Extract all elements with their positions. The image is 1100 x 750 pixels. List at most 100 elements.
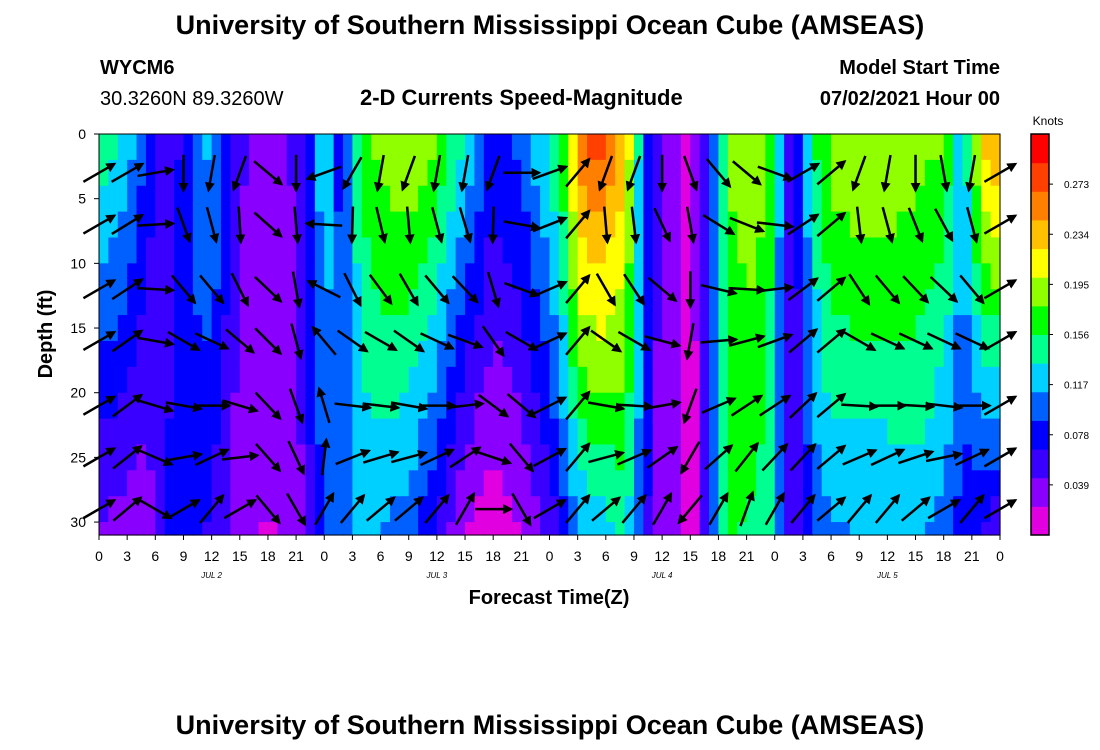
heatmap-cell [530,366,541,394]
heatmap-cell [690,522,701,536]
heatmap-cell [709,522,720,536]
heatmap-cell [568,237,579,264]
current-vector [615,401,654,412]
heatmap-cell [474,237,485,264]
heatmap-cell [155,289,166,316]
heatmap-cell [183,237,194,264]
heatmap-cell [662,211,673,239]
heatmap-cell [840,340,851,368]
heatmap-cell [596,522,607,536]
heatmap-cell [164,418,175,446]
model-start-label: Model Start Time [839,57,1000,79]
heatmap-cell [127,340,138,368]
heatmap-cell [502,340,513,368]
heatmap-cell [211,263,222,290]
heatmap-cell [296,263,307,290]
heatmap-cell [784,366,795,394]
heatmap-cell [502,366,513,394]
current-vector [702,214,736,236]
heatmap-cell [868,134,879,161]
heatmap-cell [352,418,363,446]
heatmap-cell [981,315,992,342]
heatmap-cell [324,392,335,420]
x-tick-label: 6 [602,548,610,564]
heatmap-cell [371,159,382,187]
heatmap-cell [906,237,917,264]
current-vector [764,491,785,526]
heatmap-cell [493,444,504,471]
heatmap-cell [727,444,738,471]
heatmap-cell [727,134,738,161]
heatmap-cell [755,134,766,161]
heatmap-cell [136,134,147,161]
heatmap-cell [774,289,785,316]
heatmap-cell [183,340,194,368]
heatmap-cell [521,444,532,471]
current-vector [846,493,873,524]
heatmap-cell [774,496,785,523]
heatmap-cell [483,392,494,420]
heatmap-cell [145,496,156,523]
current-vector [588,449,626,464]
heatmap-cell [643,418,654,446]
heatmap-cell [249,444,260,471]
heatmap-cell [633,496,644,523]
heatmap-cell [624,470,635,497]
x-tick-label: 15 [908,548,924,564]
heatmap-cell [859,366,870,394]
heatmap-cell [436,522,447,536]
heatmap-cell [737,392,748,420]
heatmap-cell [305,185,316,213]
heatmap-cell [971,496,982,523]
heatmap-cell [296,211,307,239]
colorbar-swatch [1031,449,1049,479]
heatmap-cell [718,470,729,497]
heatmap-cell [633,340,644,368]
heatmap-cell [380,211,391,239]
colorbar-swatch [1031,162,1049,192]
heatmap-cell [784,185,795,213]
heatmap-cell [718,134,729,161]
heatmap-cell [615,185,626,213]
heatmap-cell [530,470,541,497]
colorbar-tick-label: 0.195 [1064,280,1089,291]
heatmap-cell [662,496,673,523]
heatmap-cell [352,496,363,523]
heatmap-cell [859,418,870,446]
heatmap-cell [633,366,644,394]
heatmap-cell [352,211,363,239]
heatmap-cell [680,418,691,446]
heatmap-cell [258,444,269,471]
heatmap-cell [277,340,288,368]
heatmap-cell [389,470,400,497]
heatmap-cell [389,444,400,471]
heatmap-cell [877,496,888,523]
heatmap-cell [108,444,119,471]
heatmap-cell [812,315,823,342]
heatmap-cell [530,496,541,523]
heatmap-cell [859,340,870,368]
heatmap-cell [924,366,935,394]
heatmap-cell [155,496,166,523]
heatmap-cell [446,315,457,342]
heatmap-cell [127,315,138,342]
heatmap-cell [915,470,926,497]
heatmap-cell [746,263,757,290]
heatmap-cell [164,263,175,290]
heatmap-cell [521,185,532,213]
heatmap-cell [868,444,879,471]
heatmap-cell [924,211,935,239]
current-vector [165,450,204,462]
heatmap-cell [737,522,748,536]
heatmap-cell [324,289,335,316]
heatmap-cell [671,263,682,290]
heatmap-cell [662,418,673,446]
heatmap-cell [502,263,513,290]
heatmap-cell [502,470,513,497]
heatmap-cell [915,159,926,187]
heatmap-cell [258,315,269,342]
heatmap-cell [671,185,682,213]
current-vector [368,274,393,306]
heatmap-cell [596,159,607,187]
heatmap-cell [784,134,795,161]
